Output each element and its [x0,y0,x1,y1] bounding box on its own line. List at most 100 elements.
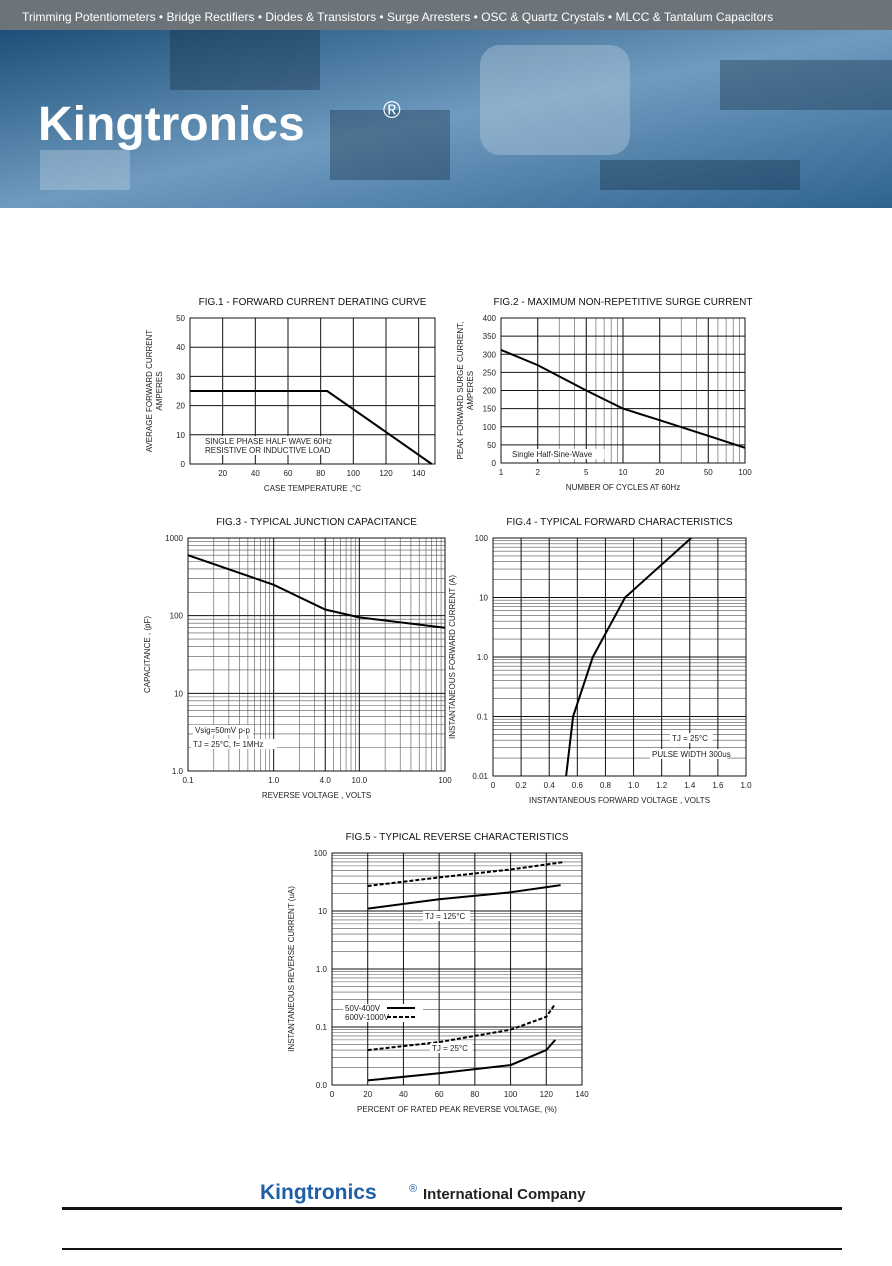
x-tick-label: 100 [738,468,752,477]
annotation: RESISTIVE OR INDUCTIVE LOAD [205,446,331,455]
chart-title: FIG.1 - FORWARD CURRENT DERATING CURVE [199,297,427,308]
footer-company: International Company [423,1186,586,1203]
data-line [187,554,446,629]
footer-brand: Kingtronics [260,1181,377,1204]
data-line [367,884,561,910]
x-tick-label: 20 [655,468,664,477]
y-tick-label: 100 [170,612,184,621]
x-tick-label: 0.4 [544,781,556,790]
x-tick-label: 10 [619,468,628,477]
annotation: TJ = 125°C [425,912,466,921]
nav-bar [0,0,892,30]
annotation-bg [423,911,470,921]
x-tick-label: 0.6 [572,781,584,790]
x-tick-label: 140 [412,469,426,478]
footer-mark: ® [409,1183,417,1195]
y-tick-label: 100 [483,423,497,432]
nav-sep: • [605,10,616,24]
nav-sep: • [470,10,481,24]
data-line [565,537,692,777]
annotation: TJ = 25°C [672,734,708,743]
x-tick-label: 0 [330,1090,335,1099]
data-line [367,861,565,887]
x-tick-label: 1.4 [684,781,696,790]
y-tick-label: 10 [479,594,488,603]
x-tick-label: 0.1 [182,776,194,785]
y-axis-label: AMPERES [155,371,164,410]
data-line [190,390,433,465]
x-tick-label: 1.0 [740,781,752,790]
y-tick-label: 10 [174,689,183,698]
y-axis-label: AMPERES [466,371,475,410]
y-tick-label: 1.0 [316,965,328,974]
chart-title: FIG.4 - TYPICAL FORWARD CHARACTERISTICS [506,517,732,528]
y-tick-label: 250 [483,368,497,377]
y-tick-label: 0.01 [472,772,488,781]
x-tick-label: 120 [540,1090,554,1099]
chart: FIG.2 - MAXIMUM NON-REPETITIVE SURGE CUR… [456,297,752,492]
x-tick-label: 5 [584,468,589,477]
y-tick-label: 30 [176,372,185,381]
y-tick-label: 20 [176,402,185,411]
x-axis-label: CASE TEMPERATURE ,°C [264,484,361,493]
x-tick-label: 4.0 [320,776,332,785]
y-tick-label: 40 [176,343,185,352]
banner [0,30,892,208]
x-tick-label: 2 [535,468,540,477]
nav-text: Trimming Potentiometers • Bridge Rectifi… [22,10,773,24]
nav-item: OSC & Quartz Crystals [481,10,604,24]
nav-item: Surge Arresters [387,10,470,24]
x-tick-label: 100 [504,1090,518,1099]
y-axis-label: CAPACITANCE , (pF) [143,616,152,693]
x-tick-label: 40 [251,469,260,478]
x-tick-label: 60 [435,1090,444,1099]
annotation: TJ = 25°C [432,1044,468,1053]
annotation-bg [191,739,277,749]
annotation-bg [203,436,324,446]
y-tick-label: 150 [483,405,497,414]
x-tick-label: 0.8 [600,781,612,790]
x-axis-label: INSTANTANEOUS FORWARD VOLTAGE , VOLTS [529,796,710,805]
plot-frame [500,317,746,464]
y-tick-label: 0 [181,460,186,469]
data-line [367,1039,556,1082]
annotation: PULSE WIDTH 300us [652,750,731,759]
x-tick-label: 120 [379,469,393,478]
brand-mark: ® [383,97,401,124]
data-line [500,348,746,449]
x-tick-label: 100 [438,776,452,785]
y-tick-label: 300 [483,350,497,359]
chart-title: FIG.2 - MAXIMUM NON-REPETITIVE SURGE CUR… [494,297,753,308]
plot-frame [331,852,583,1086]
nav-sep: • [376,10,387,24]
annotation-bg [510,449,605,459]
chart: FIG.4 - TYPICAL FORWARD CHARACTERISTICS 0… [448,517,752,805]
x-tick-label: 1 [499,468,504,477]
x-axis-label: NUMBER OF CYCLES AT 60Hz [566,483,680,492]
x-axis-label: PERCENT OF RATED PEAK REVERSE VOLTAGE, (… [357,1105,557,1114]
nav-sep: • [156,10,167,24]
plot-frame [187,537,446,772]
annotation-bg [193,725,253,735]
x-tick-label: 1.0 [268,776,280,785]
annotation: Vsig=50mV p-p [195,726,250,735]
nav-item: Diodes & Transistors [265,10,376,24]
y-tick-label: 100 [314,849,328,858]
brand: Kingtronics [38,98,305,151]
banner-decor [40,30,892,190]
x-tick-label: 10.0 [352,776,368,785]
annotation: Single Half-Sine-Wave [512,450,593,459]
y-tick-label: 200 [483,387,497,396]
x-tick-label: 50 [704,468,713,477]
nav-item: Trimming Potentiometers [22,10,156,24]
annotation-bg [670,733,713,743]
y-tick-label: 10 [176,431,185,440]
y-tick-label: 1000 [165,534,183,543]
y-tick-label: 10 [318,907,327,916]
y-tick-label: 0 [492,459,497,468]
x-tick-label: 60 [284,469,293,478]
chart-title: FIG.5 - TYPICAL REVERSE CHARACTERISTICS [346,832,569,843]
footer-rule [62,1248,842,1250]
x-axis-label: REVERSE VOLTAGE , VOLTS [262,791,371,800]
